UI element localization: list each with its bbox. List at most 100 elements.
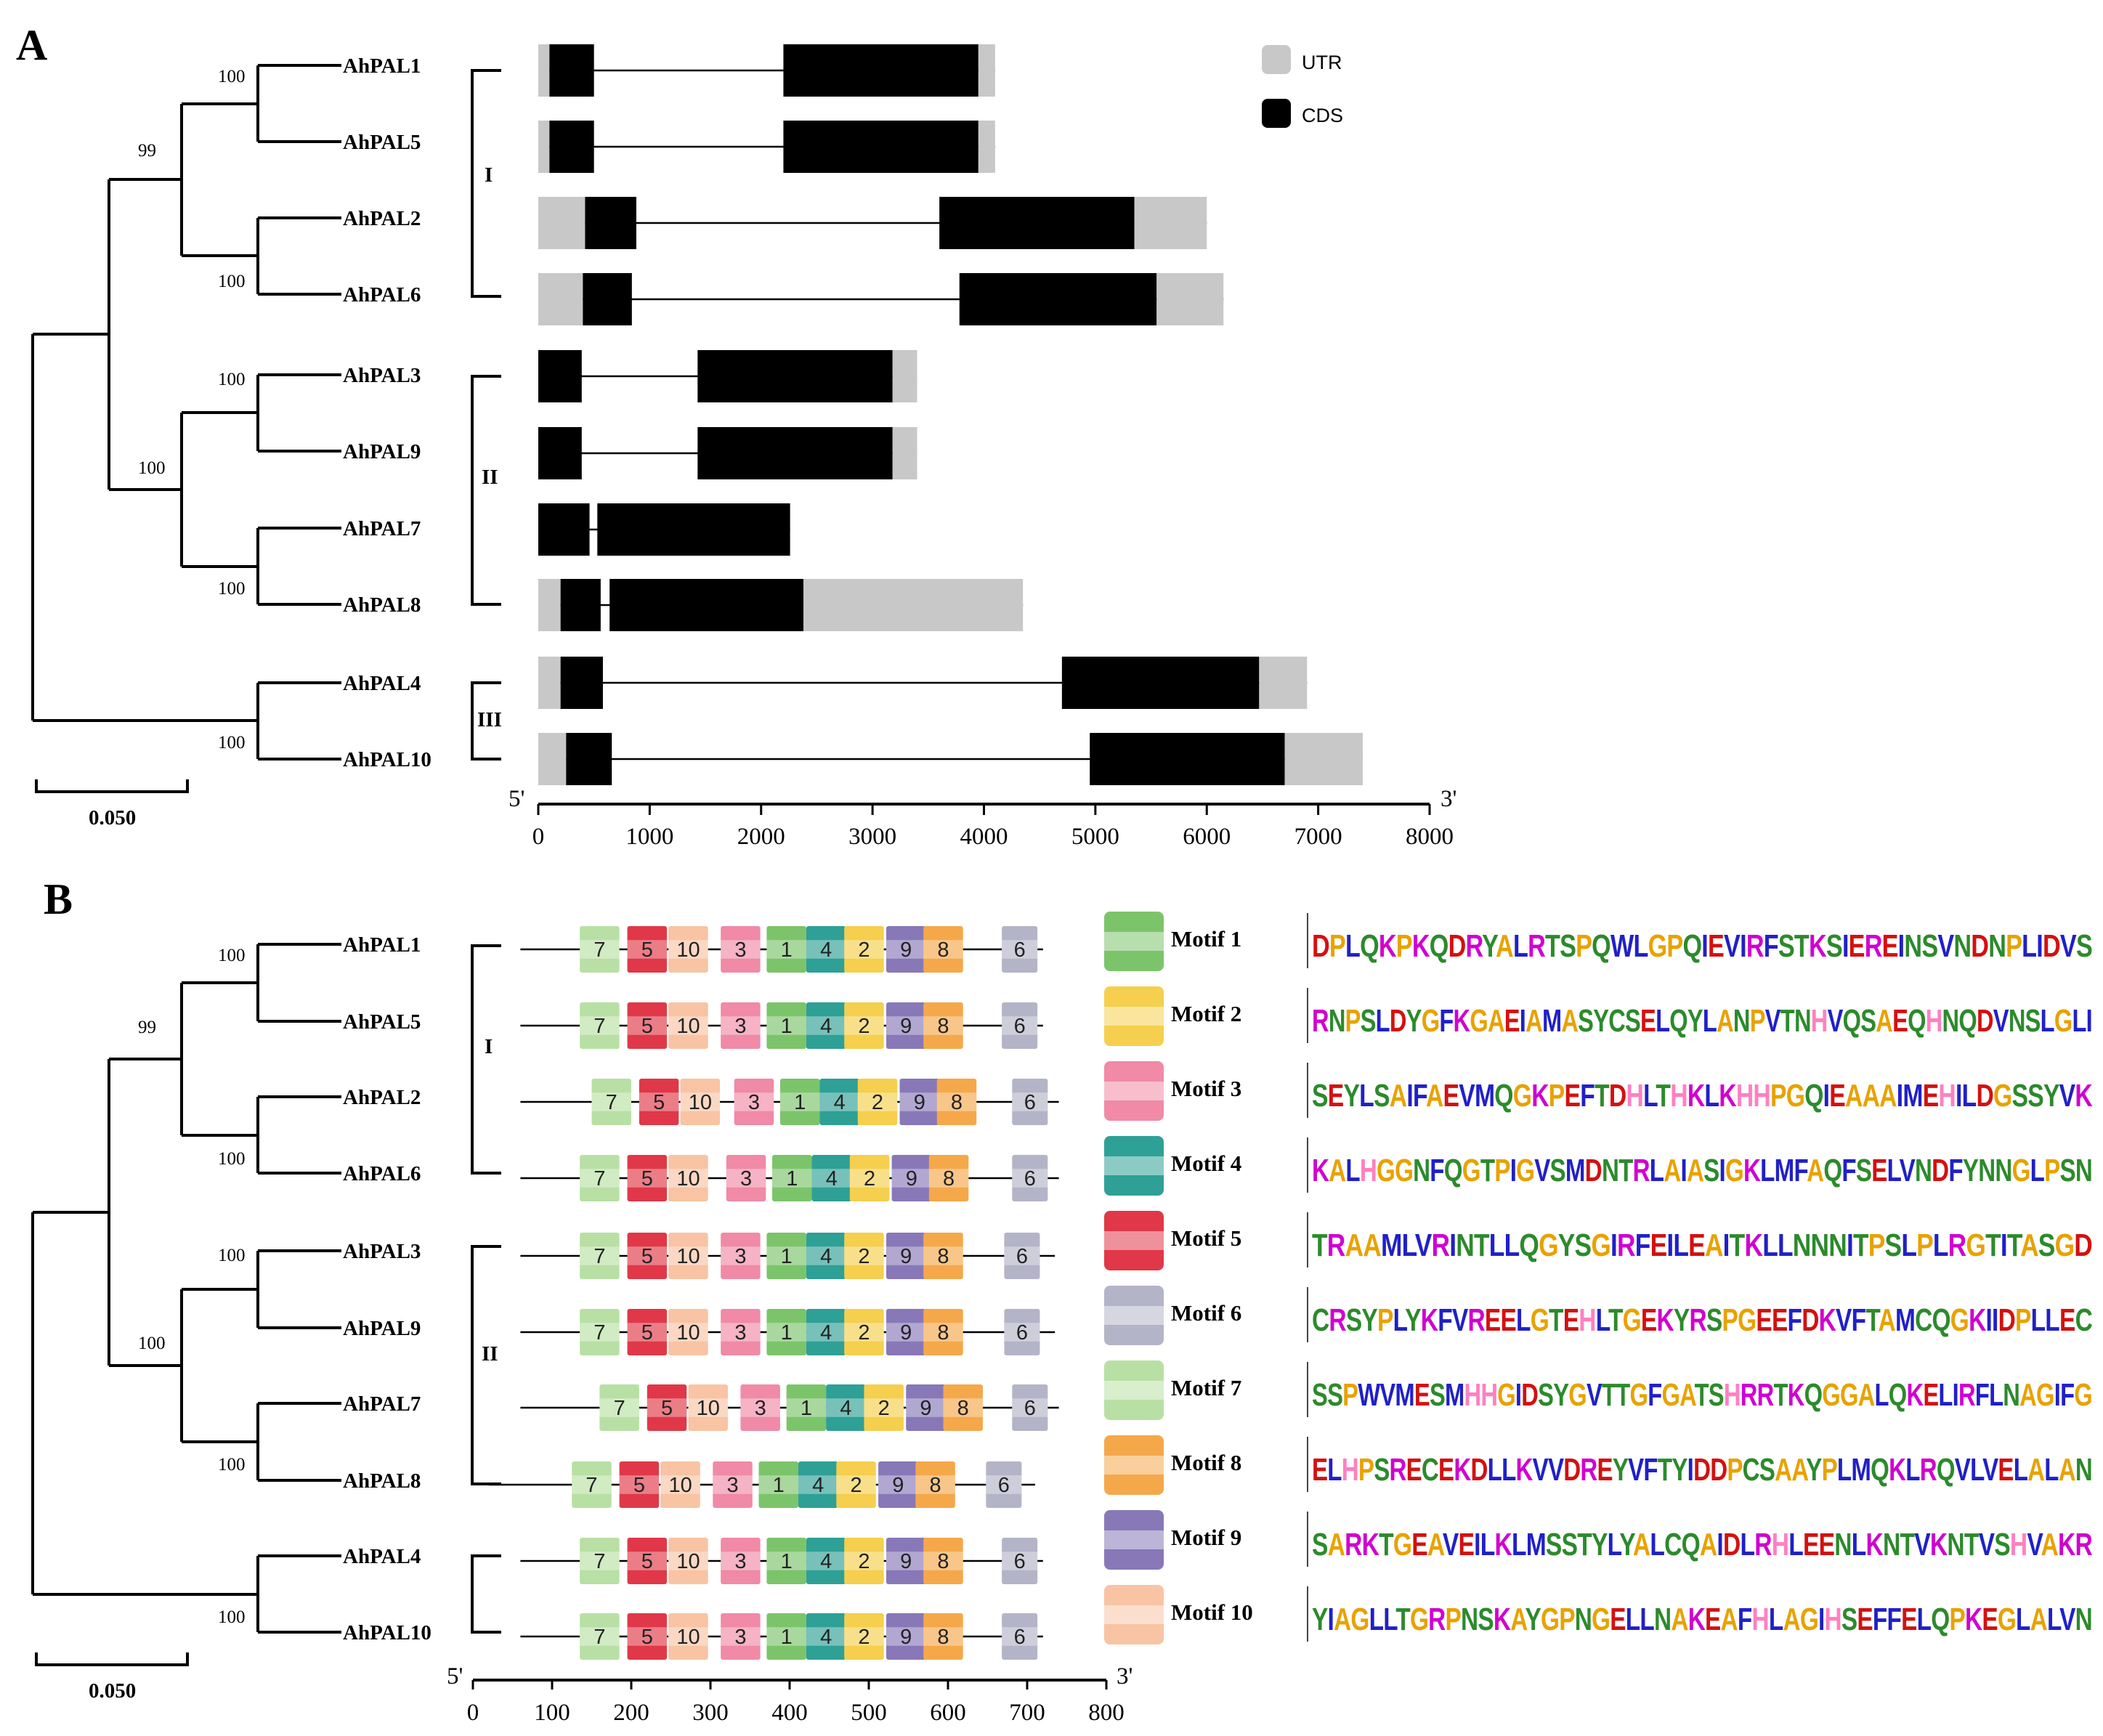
panel-a-letter: A (16, 21, 47, 69)
motif-6-box (1002, 926, 1038, 973)
motif-number: 8 (957, 1397, 969, 1420)
motif-number: 10 (676, 1245, 700, 1268)
axis-tick-label: 0 (532, 824, 545, 850)
motif-number: 7 (593, 1321, 605, 1344)
motif-highlight (891, 1169, 932, 1188)
motif-8-box (928, 1155, 969, 1201)
motif-legend-highlight (1104, 1530, 1164, 1549)
motif-8-box (923, 1002, 963, 1049)
motif-highlight (668, 1169, 708, 1188)
motif-number: 4 (820, 938, 832, 962)
panel-b-letter: B (44, 875, 73, 923)
motif-number: 1 (781, 1245, 793, 1268)
motif-highlight (627, 940, 668, 959)
utr-region (892, 350, 917, 402)
motif-10-box (668, 1309, 708, 1355)
motif-number: 10 (689, 1091, 712, 1114)
motif-highlight (721, 1016, 761, 1035)
motif-number: 8 (951, 1091, 963, 1114)
motif-logo: SARKTGEAVEILKLMSSTYLYALCQAIDLRHLEENLKNTV… (1312, 1527, 2092, 1562)
motif-number: 8 (929, 1474, 941, 1497)
motif-3-box (721, 926, 761, 973)
panel-a: A 100 99 100 100 100 100 100 AhPAL1 Ah (16, 21, 1456, 850)
axis-tick-label: 2000 (737, 824, 785, 850)
gene-label: AhPAL8 (343, 1469, 421, 1493)
gene-label: AhPAL10 (343, 1621, 431, 1644)
motif-number: 6 (1016, 1321, 1028, 1344)
bootstrap-value: 100 (218, 733, 246, 753)
cds-exon (549, 121, 594, 173)
motif-4-box (819, 1079, 859, 1125)
tree-branch (256, 527, 341, 606)
axis-tick-label: 8000 (1406, 824, 1454, 850)
cds-exon (566, 733, 612, 785)
motif-legend-label: Motif 2 (1171, 1001, 1241, 1026)
motif-number: 5 (653, 1091, 665, 1114)
motif-highlight (886, 1627, 926, 1646)
motif-highlight (844, 1627, 884, 1646)
motif-legend-swatch (1104, 1061, 1164, 1121)
motif-6-box (1004, 1233, 1040, 1279)
motif-number: 2 (872, 1091, 883, 1114)
motif-7-box (580, 1613, 620, 1660)
bootstrap-value: 100 (218, 1607, 246, 1627)
tree-branch (108, 1058, 182, 1367)
axis-tick-label: 300 (692, 1700, 729, 1726)
cds-exon (538, 427, 582, 479)
motif-highlight (886, 1246, 926, 1265)
tree-branch (31, 1211, 258, 1596)
gene-labels-b: AhPAL1 AhPAL5 AhPAL2 AhPAL6 AhPAL3 AhPAL… (343, 933, 431, 1644)
motif-number: 4 (820, 1550, 832, 1573)
motif-legend-label: Motif 9 (1171, 1525, 1241, 1550)
motif-number: 2 (858, 1015, 870, 1038)
motif-highlight (766, 1627, 806, 1646)
motif-highlight (713, 1475, 753, 1494)
motif-highlight (806, 1627, 846, 1646)
motif-number: 8 (937, 1015, 949, 1038)
motif-highlight (836, 1475, 876, 1494)
motif-number: 7 (593, 938, 605, 962)
motif-2-box (844, 926, 884, 973)
motif-number: 10 (676, 1321, 700, 1344)
motif-number: 8 (937, 1321, 949, 1344)
tree-branch (256, 216, 341, 296)
cds-exon (1061, 657, 1260, 709)
clade-label: II (482, 1342, 498, 1366)
axis-tick-label: 100 (534, 1700, 570, 1726)
motif-6-box (1012, 1079, 1048, 1125)
motif-number: 6 (1016, 1245, 1028, 1268)
motif-number: 3 (734, 1550, 746, 1573)
motif-number: 3 (734, 938, 746, 962)
motif-10-box (668, 1613, 708, 1660)
clade-label: II (482, 466, 498, 489)
motif-4-box (806, 926, 846, 973)
axis-tick-label: 700 (1009, 1700, 1045, 1726)
tree-branch (256, 1554, 341, 1634)
utr-region (803, 579, 1024, 631)
gene-structures (538, 44, 1363, 785)
tree-branch (256, 1249, 341, 1329)
utr-region (538, 657, 561, 709)
cds-exon (560, 579, 601, 631)
motif-highlight (923, 940, 963, 959)
motif-3-box (721, 1002, 761, 1049)
bootstrap-value: 100 (218, 67, 246, 86)
clade-label: I (485, 163, 493, 187)
motif-5-box (619, 1461, 660, 1508)
gene-label: AhPAL9 (343, 1317, 421, 1340)
gene-label: AhPAL9 (343, 440, 421, 463)
motif-number: 1 (801, 1397, 812, 1420)
motif-legend-swatch (1104, 986, 1164, 1046)
utr-region (538, 733, 567, 785)
motif-legend-swatch (1104, 1510, 1164, 1570)
legend-cds-label: CDS (1302, 105, 1343, 126)
motif-number: 6 (1014, 1550, 1026, 1573)
motif-5-box (627, 926, 668, 973)
motif-highlight (806, 1323, 846, 1342)
gene-label: AhPAL4 (343, 672, 421, 695)
motif-4-box (806, 1538, 846, 1584)
motif-highlight (915, 1475, 955, 1494)
motif-number: 2 (858, 1245, 870, 1268)
motif-number: 4 (820, 1015, 832, 1038)
motif-8-box (923, 1538, 963, 1584)
